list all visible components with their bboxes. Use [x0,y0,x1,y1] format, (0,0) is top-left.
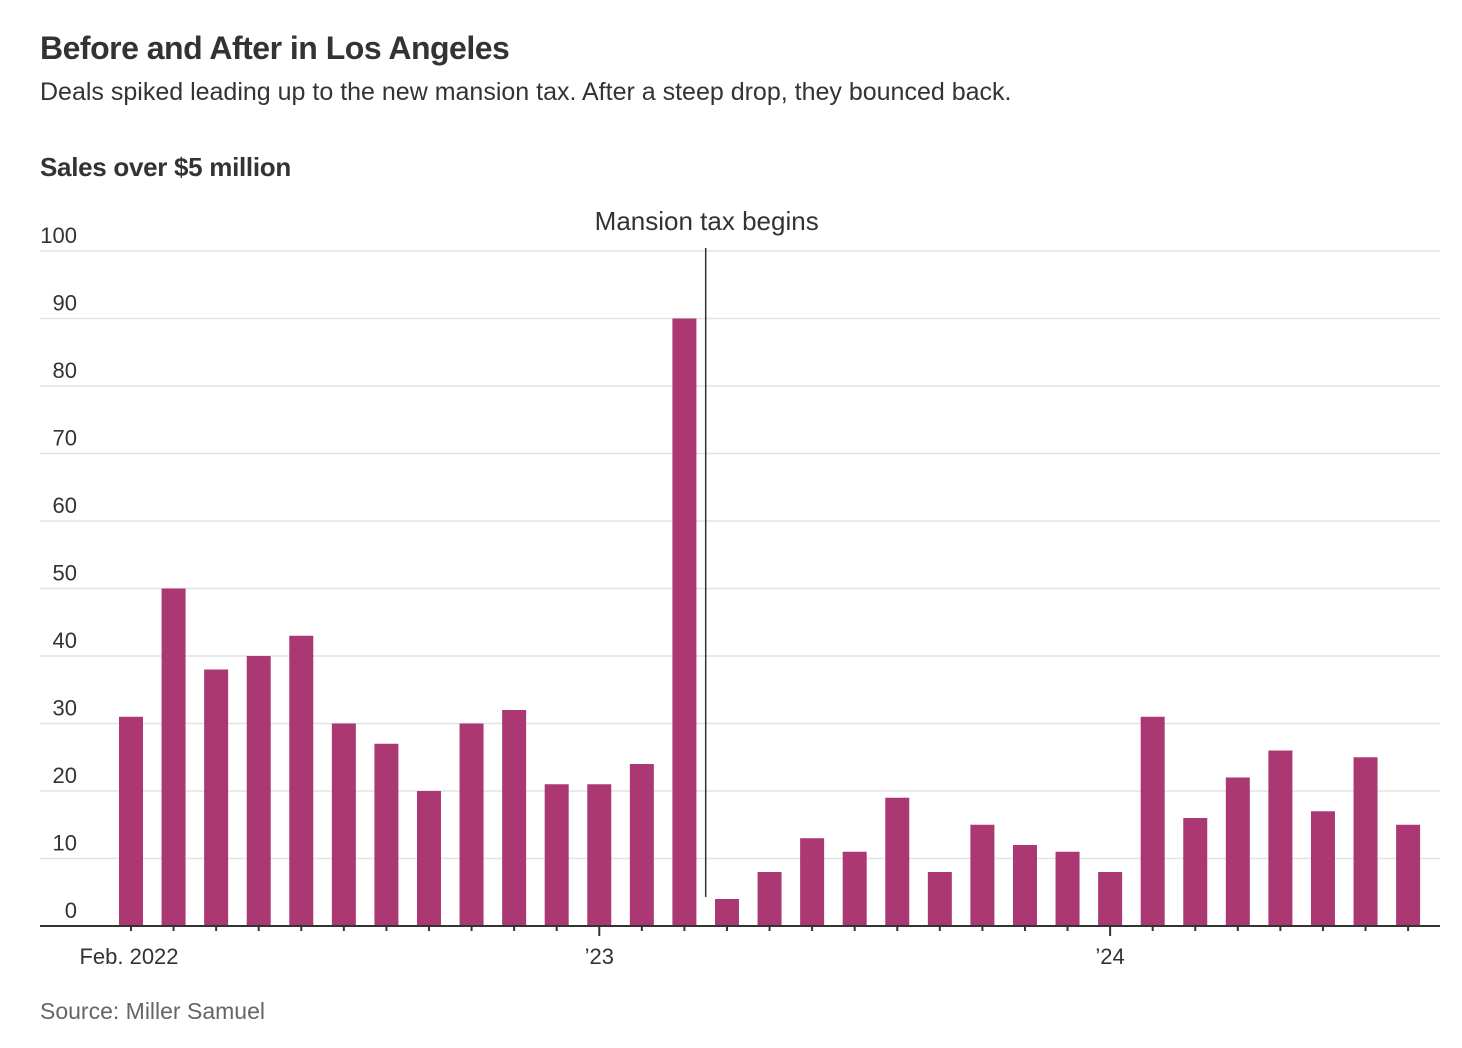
bar: Jan 2024: 8 [1098,872,1123,926]
y-axis-ticks: 0 10 20 30 40 50 60 70 80 90 100 [40,223,77,923]
y-tick-label: 70 [53,426,77,451]
x-tick-label: ’23 [585,944,614,969]
y-tick-label: 10 [53,831,77,856]
chart-subtitle: Deals spiked leading up to the new mansi… [40,78,1012,106]
bar: Jun 2022: 43 [289,635,314,926]
bar: Jun 2024: 17 [1310,811,1335,926]
source-note: Source: Miller Samuel [40,998,265,1024]
bar: Nov 2022: 32 [502,710,527,926]
bar: Apr 2022: 38 [204,669,229,926]
bar: Jul 2024: 25 [1353,757,1378,926]
bars: Feb 2022: 31 Mar 2022: 50 Apr 2022: 38 May … [119,318,1421,926]
y-tick-label: 60 [53,493,77,518]
bar: Sep 2023: 8 [927,872,952,926]
y-tick-label: 50 [53,561,77,586]
bar: May 2024: 26 [1268,750,1293,926]
gridlines [40,250,1440,860]
bar: Apr 2024: 22 [1225,777,1250,926]
bar: Aug 2023: 19 [885,797,910,926]
y-axis-label: Sales over $5 million [40,152,291,182]
bar: Feb 2023: 24 [629,764,654,926]
bar: Mar 2022: 50 [161,588,186,926]
bar: Jan 2023: 21 [587,784,612,926]
annotation: Mansion tax begins [595,206,819,897]
bar: Nov 2023: 12 [1012,845,1037,926]
bar: Aug 2024: 15 [1396,824,1421,926]
y-tick-label: 0 [65,898,77,923]
bar: Feb 2024: 31 [1140,716,1165,926]
x-axis: Feb. 2022 ’23 ’24 [40,925,1440,969]
bar: Apr 2023: 4 [714,899,739,926]
bar: Oct 2022: 30 [459,723,484,926]
bar: Jun 2023: 13 [800,838,825,926]
y-tick-label: 20 [53,763,77,788]
y-tick-label: 30 [53,696,77,721]
bar: May 2023: 8 [757,872,782,926]
y-tick-label: 90 [53,291,77,316]
chart-title: Before and After in Los Angeles [40,30,510,66]
bar: Aug 2022: 27 [374,743,399,926]
bar: Oct 2023: 15 [970,824,995,926]
bar: Dec 2023: 11 [1055,851,1080,926]
bar: Jul 2022: 30 [331,723,356,926]
bar: Feb 2022: 31 [119,716,143,926]
bar: Dec 2022: 21 [544,784,569,926]
bar: Mar 2024: 16 [1183,818,1208,926]
x-tick-label: ’24 [1095,944,1124,969]
bar: Sep 2022: 20 [416,791,441,926]
y-tick-label: 40 [53,628,77,653]
bar: May 2022: 40 [246,656,271,926]
x-tick-label: Feb. 2022 [79,944,178,969]
bar: Jul 2023: 11 [842,851,867,926]
annotation-label: Mansion tax begins [595,206,819,236]
y-tick-label: 100 [40,223,77,248]
y-tick-label: 80 [53,358,77,383]
bar: Mar 2023: 90 [672,318,697,926]
